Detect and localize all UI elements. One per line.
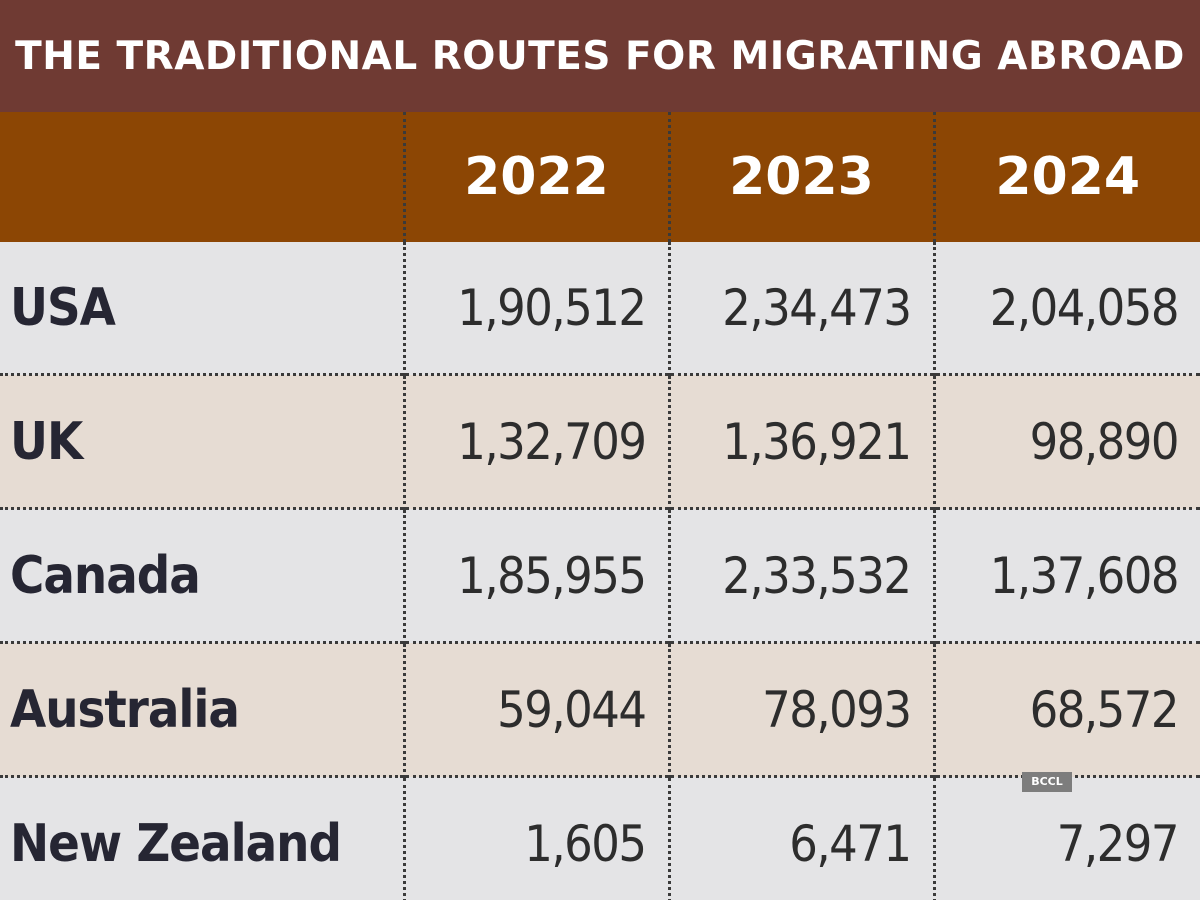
table-row-uk: UK 1,32,709 1,36,921 98,890 xyxy=(0,374,1200,509)
row-label: New Zealand xyxy=(0,776,404,900)
table-row-canada: Canada 1,85,955 2,33,532 1,37,608 xyxy=(0,508,1200,643)
bccl-watermark: BCCL xyxy=(1022,772,1072,792)
row-label: USA xyxy=(0,242,404,375)
row-label: UK xyxy=(0,374,404,509)
header-row: 2022 2023 2024 xyxy=(0,112,1200,242)
table-cell: 68,572 xyxy=(932,642,1200,777)
table-cell: 1,36,921 xyxy=(667,374,934,509)
table-row-australia: Australia 59,044 78,093 68,572 xyxy=(0,642,1200,777)
migration-table: 2022 2023 2024 USA 1,90,512 2,34,473 2,0… xyxy=(0,112,1200,900)
table-cell: 1,32,709 xyxy=(402,374,669,509)
table-cell: 2,34,473 xyxy=(667,242,934,375)
row-label: Australia xyxy=(0,642,404,777)
table-row-usa: USA 1,90,512 2,34,473 2,04,058 xyxy=(0,242,1200,375)
table-cell: 59,044 xyxy=(402,642,669,777)
column-header-2023: 2023 xyxy=(667,112,934,242)
table-cell: 2,04,058 xyxy=(932,242,1200,375)
row-label: Canada xyxy=(0,508,404,643)
table-cell: 1,85,955 xyxy=(402,508,669,643)
table-cell: 1,605 xyxy=(402,776,669,900)
chart-title: THE TRADITIONAL ROUTES FOR MIGRATING ABR… xyxy=(15,33,1185,79)
table-cell: 98,890 xyxy=(932,374,1200,509)
table-cell: 2,33,532 xyxy=(667,508,934,643)
column-header-2024: 2024 xyxy=(932,112,1200,242)
header-corner xyxy=(0,112,404,242)
table-cell: 78,093 xyxy=(667,642,934,777)
table-cell: 1,37,608 xyxy=(932,508,1200,643)
table-cell: 6,471 xyxy=(667,776,934,900)
table-cell: 1,90,512 xyxy=(402,242,669,375)
table-row-new-zealand: New Zealand 1,605 6,471 7,297 xyxy=(0,776,1200,900)
table-cell: 7,297 xyxy=(932,776,1200,900)
title-bar: THE TRADITIONAL ROUTES FOR MIGRATING ABR… xyxy=(0,0,1200,112)
column-header-2022: 2022 xyxy=(402,112,669,242)
